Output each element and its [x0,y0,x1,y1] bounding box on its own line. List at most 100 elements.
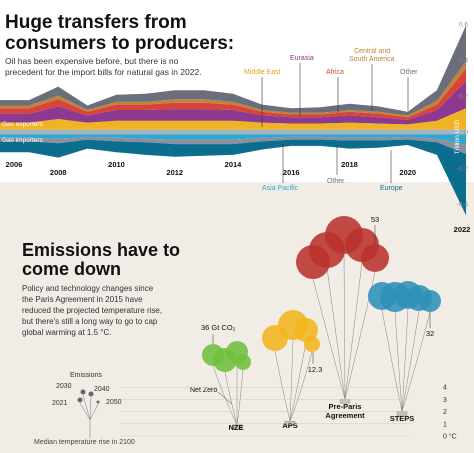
legend-title: Emissions [70,372,102,379]
ytick-top-0: 0 [464,130,468,137]
scenario-label-nze: NZE [229,423,244,432]
ytick-top-0-6: 0.6 [459,22,468,29]
emissions-label-steps: 32 [426,329,434,338]
xtick-2020: 2020 [399,168,416,177]
label-central-south-america-line2: South America [349,56,395,63]
area-importer-other [0,136,466,154]
ytick-top-0-2: 0.2 [459,94,468,101]
label-central-south-america-line1: Central and [354,48,390,55]
emissions-label-pre-paris: 53 [371,215,379,224]
y-axis-title-trillion-usd: Trillion USD [454,119,461,154]
xtick-2010: 2010 [108,160,125,169]
xtick-2014: 2014 [225,160,243,169]
legend-balloon-2030 [80,389,86,395]
scenario-label-aps: APS [282,421,297,430]
top-subtitle-line1: Oil has been expensive before, but there… [5,56,179,66]
area-exporter-other [0,25,466,116]
label-europe: Europe [380,185,403,192]
legend-year-2050: 2050 [106,399,122,406]
label-africa: Africa [326,69,344,76]
balloon-pre-paris-agreement-4 [361,244,389,272]
ytick-top-0-4: -0.4 [457,202,469,209]
area-exporter-middle-east [0,108,466,130]
y-axis-title-median-temperature: Median temperature rise in 2100 [34,439,135,446]
area-exporter-central-and-south-america [0,61,466,118]
ytick-top-0-2: -0.2 [457,166,469,173]
body-line-1: Policy and technology changes since [22,284,154,293]
string-steps-2 [401,308,409,412]
body-line-3: reduced the projected temperature rise, [22,306,162,315]
area-zero-band [0,129,466,135]
temp-tick-3: 3 [443,397,447,404]
string-nze-3 [236,369,244,425]
balloon-aps-3 [304,336,320,352]
legend-balloon-2040 [88,391,94,397]
net-zero-label: Net Zero [190,387,217,394]
label-other-importers: Other [327,178,345,185]
legend-year-2021: 2021 [52,400,68,407]
temp-tick-2: 2 [443,409,447,416]
string-aps-1 [289,339,294,422]
bottom-title-line1: Emissions have to [22,240,180,260]
legend-balloon-2050 [96,400,100,404]
label-gas-exporters: Gas exporters [2,121,44,128]
string-steps-1 [394,311,403,412]
gas-transfer-axis: 0.80.60.40.20-0.2-0.42006200820102012201… [6,22,471,235]
string-aps-0 [274,350,291,422]
label-asia-pacific: Asia Pacific [262,185,299,192]
scenario-label-steps: STEPS [390,414,415,423]
area-exporter-africa [0,68,466,120]
legend-year-2040: 2040 [94,386,110,393]
basket-nze [231,424,243,430]
area-importer-europe [0,139,466,216]
top-subtitle-line2: precedent for the import bills for natur… [5,67,202,77]
string-nze-1 [224,371,238,425]
xtick-2006: 2006 [6,160,23,169]
temp-tick-1: 1 [443,421,447,428]
xtick-2018: 2018 [341,160,358,169]
xtick-2022: 2022 [454,225,471,234]
temperature-axis: 0 °C 1 2 3 4 [120,385,457,441]
string-steps-0 [381,309,403,412]
temp-tick-4: 4 [443,385,447,392]
label-eurasia: Eurasia [290,55,314,62]
temp-tick-0: 0 °C [443,433,457,441]
top-title-line1: Huge transfers from [5,12,187,33]
balloon-steps-4 [419,290,441,312]
basket-aps [284,421,296,426]
legend-balloon-2021 [77,397,83,403]
string-pre-paris-agreement-2 [343,253,346,400]
emissions-label-aps: 12.3 [308,365,323,374]
string-aps-2 [289,341,307,422]
label-other-exporters: Other [400,69,418,76]
string-pre-paris-agreement-3 [344,261,363,400]
xtick-2008: 2008 [50,168,67,177]
string-steps-3 [401,310,420,412]
net-zero-leader [217,391,233,405]
label-middle-east: Middle East [244,69,281,76]
body-line-5: global warming at 1.5 °C. [22,328,111,337]
xtick-2016: 2016 [283,168,300,177]
string-aps-3 [289,351,313,422]
balloon-nze-3 [235,354,251,370]
emissions-legend: Emissions 2030 2040 2021 2050 Median tem… [34,372,135,446]
xtick-2012: 2012 [166,168,183,177]
string-steps-4 [401,311,431,412]
bottom-title-line2: come down [22,259,121,279]
legend-strings [79,394,99,421]
label-gas-importers: Gas importers [2,137,44,144]
ytick-top-0-4: 0.4 [459,58,468,65]
string-pre-paris-agreement-1 [326,267,346,400]
scenario-label-pre-paris-line1: Pre-Paris [329,402,362,411]
body-line-4: but there's still a long way to go to ca… [22,317,158,326]
gas-transfer-area-chart [0,25,466,216]
legend-year-2030: 2030 [56,383,72,390]
body-line-2: the Paris Agreement in 2015 have [22,295,143,304]
string-pre-paris-agreement-0 [312,278,346,400]
emissions-label-nze: 36 Gt CO₂ [201,323,236,332]
area-exporter-eurasia [0,81,466,125]
scenario-label-pre-paris-line2: Agreement [325,411,365,420]
